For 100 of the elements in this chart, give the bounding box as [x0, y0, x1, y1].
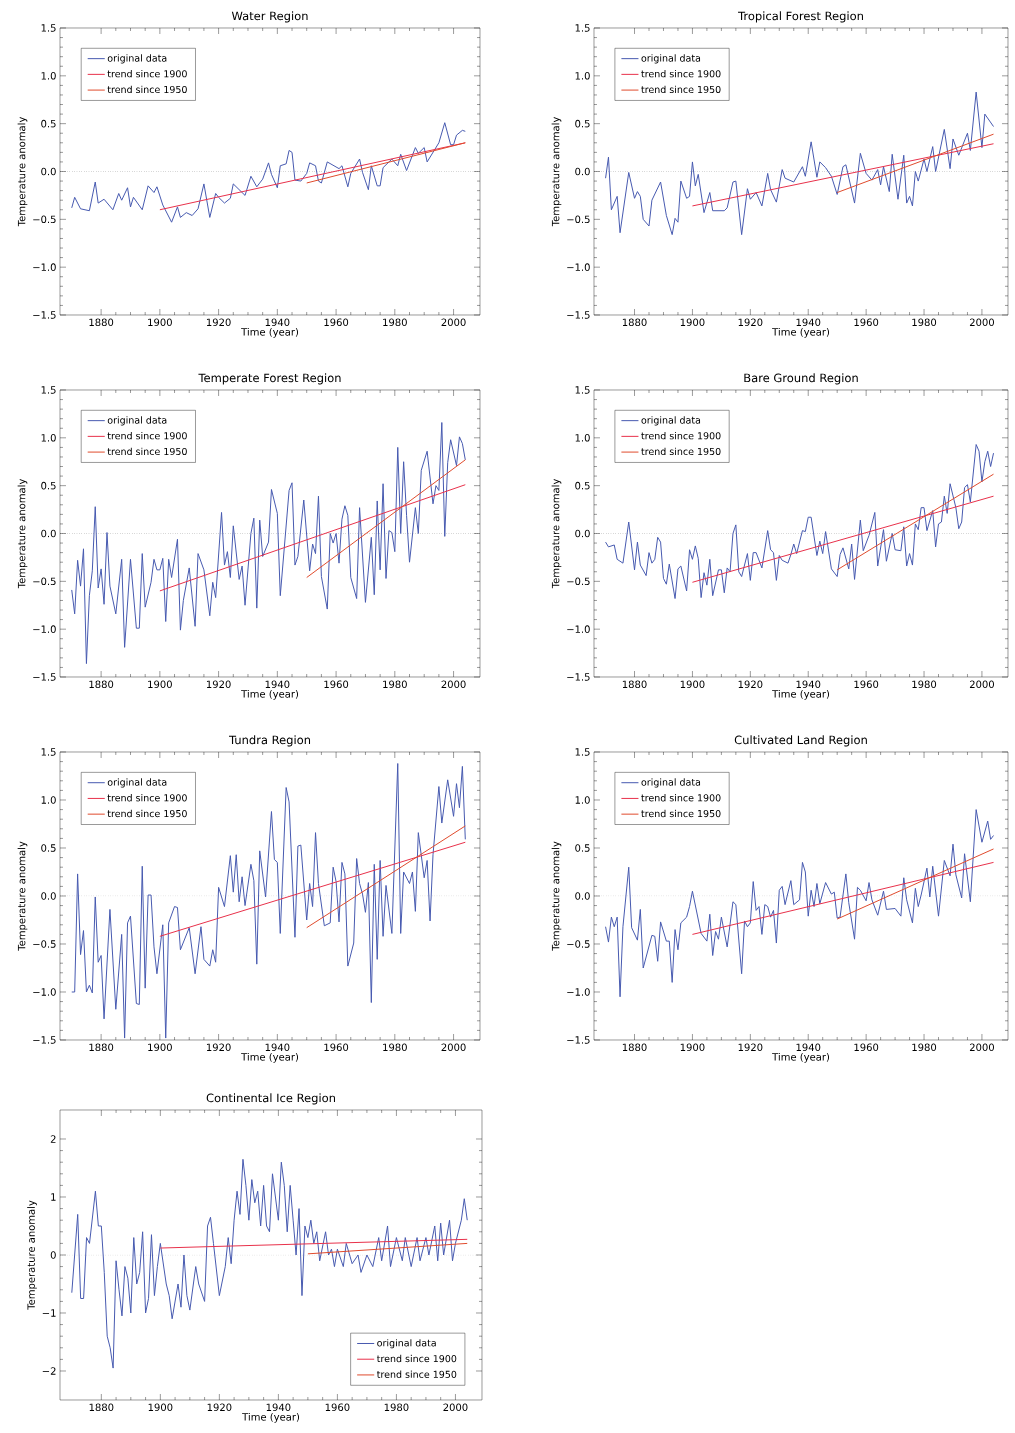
- x-tick-label: 1920: [207, 1403, 232, 1412]
- x-tick-label: 1940: [266, 1403, 291, 1412]
- y-axis-title: Temperature anomaly: [17, 841, 28, 951]
- x-tick-label: 1880: [89, 1403, 114, 1412]
- y-axis-title: Temperature anomaly: [551, 116, 562, 227]
- x-tick-label: 1980: [383, 318, 407, 327]
- legend-label: trend since 1900: [376, 1354, 457, 1363]
- x-tick-label: 1920: [206, 318, 231, 327]
- legend-label: trend since 1900: [641, 70, 721, 78]
- y-tick-label: −0.5: [33, 940, 56, 948]
- y-tick-label: 0.0: [41, 529, 56, 538]
- y-tick-label: 1.5: [575, 24, 590, 32]
- y-tick-label: −1.0: [567, 625, 590, 633]
- y-tick-label: 0.0: [575, 529, 590, 538]
- legend-label: trend since 1900: [641, 794, 721, 802]
- y-tick-label: 1.0: [41, 796, 56, 804]
- x-tick-label: 1900: [680, 1043, 705, 1052]
- x-axis-title: Time (year): [241, 327, 299, 338]
- x-tick-label: 1900: [148, 318, 172, 327]
- x-tick-label: 1880: [89, 1043, 114, 1052]
- chart-title: Bare Ground Region: [744, 373, 858, 385]
- y-tick-label: 0.0: [575, 892, 590, 900]
- x-tick-label: 2000: [969, 680, 994, 689]
- legend-label: trend since 1950: [641, 447, 721, 456]
- x-tick-label: 2000: [969, 318, 994, 327]
- legend-label: original data: [107, 54, 167, 64]
- x-tick-label: 1880: [89, 680, 114, 689]
- y-tick-label: −0.5: [567, 577, 590, 586]
- x-axis-title: Time (year): [241, 689, 299, 700]
- y-tick-label: 0.5: [41, 119, 56, 128]
- legend-label: trend since 1950: [641, 85, 721, 94]
- chart-title: Water Region: [231, 11, 308, 23]
- x-tick-label: 1980: [912, 1043, 937, 1052]
- y-tick-label: −1.5: [567, 311, 590, 319]
- y-tick-label: 1.0: [575, 796, 590, 804]
- y-tick-label: −1.0: [567, 988, 590, 996]
- x-tick-label: 1980: [912, 318, 937, 327]
- y-tick-label: 1.5: [41, 24, 56, 32]
- y-tick-label: −0.5: [33, 577, 56, 586]
- x-tick-label: 1980: [912, 680, 937, 689]
- x-tick-label: 1880: [622, 318, 647, 327]
- chart-title: Temperate Forest Region: [198, 373, 341, 385]
- chart-title: Tropical Forest Region: [738, 11, 863, 23]
- x-tick-label: 1900: [148, 680, 172, 689]
- y-tick-label: 1.5: [41, 386, 56, 394]
- x-tick-label: 1940: [796, 318, 821, 327]
- y-tick-label: 1.0: [575, 434, 590, 442]
- y-tick-label: −1.5: [33, 311, 56, 319]
- chart-title: Cultivated Land Region: [734, 735, 867, 747]
- x-tick-label: 1940: [796, 680, 821, 689]
- x-tick-label: 2000: [969, 1043, 994, 1052]
- x-tick-label: 1920: [738, 680, 763, 689]
- y-tick-label: 0.5: [41, 481, 56, 490]
- x-axis-title: Time (year): [772, 1052, 830, 1063]
- y-axis-title: Temperature anomaly: [17, 116, 28, 227]
- x-tick-label: 1960: [324, 318, 349, 327]
- x-tick-label: 1980: [383, 680, 407, 689]
- y-tick-label: 0.5: [41, 844, 56, 852]
- x-axis-title: Time (year): [772, 327, 830, 338]
- y-tick-label: −1.5: [33, 673, 56, 681]
- legend-label: trend since 1900: [641, 432, 721, 440]
- y-tick-label: −0.5: [33, 215, 56, 224]
- y-tick-label: −1.0: [567, 263, 590, 271]
- y-tick-label: −0.5: [567, 940, 590, 948]
- y-tick-label: 1.0: [575, 72, 590, 80]
- y-tick-label: −1.0: [33, 988, 56, 996]
- y-tick-label: 0.0: [575, 167, 590, 176]
- y-tick-label: 0.0: [41, 892, 56, 900]
- chart-title: Continental Ice Region: [206, 1093, 335, 1105]
- x-tick-label: 1880: [622, 1043, 647, 1052]
- y-tick-label: 1.5: [575, 748, 590, 756]
- legend-label: original data: [641, 778, 701, 788]
- x-tick-label: 1920: [738, 318, 763, 327]
- legend-label: trend since 1950: [107, 85, 187, 94]
- x-tick-label: 2000: [443, 1403, 468, 1412]
- x-tick-label: 1960: [854, 318, 879, 327]
- y-tick-label: −1.0: [33, 625, 56, 633]
- x-axis-title: Time (year): [242, 1412, 300, 1423]
- y-tick-label: 0.5: [575, 481, 590, 490]
- x-tick-label: 1920: [206, 1043, 231, 1052]
- legend-label: trend since 1900: [107, 432, 187, 440]
- chart-title: Tundra Region: [228, 735, 311, 747]
- y-tick-label: 1.5: [41, 748, 56, 756]
- x-tick-label: 1940: [796, 1043, 821, 1052]
- x-tick-label: 1920: [206, 680, 231, 689]
- legend-label: original data: [107, 416, 167, 426]
- x-tick-label: 1980: [383, 1043, 407, 1052]
- y-tick-label: −1.5: [567, 673, 590, 681]
- y-tick-label: −2: [42, 1367, 56, 1375]
- legend-label: trend since 1900: [107, 794, 187, 802]
- x-tick-label: 1980: [384, 1403, 409, 1412]
- x-tick-label: 1940: [265, 318, 290, 327]
- legend-label: original data: [641, 416, 701, 426]
- y-axis-title: Temperature anomaly: [17, 478, 28, 589]
- legend-label: original data: [107, 778, 167, 788]
- legend-label: trend since 1950: [107, 809, 187, 818]
- x-tick-label: 1960: [324, 1043, 349, 1052]
- x-tick-label: 2000: [441, 680, 466, 689]
- y-tick-label: 2: [50, 1135, 56, 1143]
- legend-label: trend since 1900: [107, 70, 187, 78]
